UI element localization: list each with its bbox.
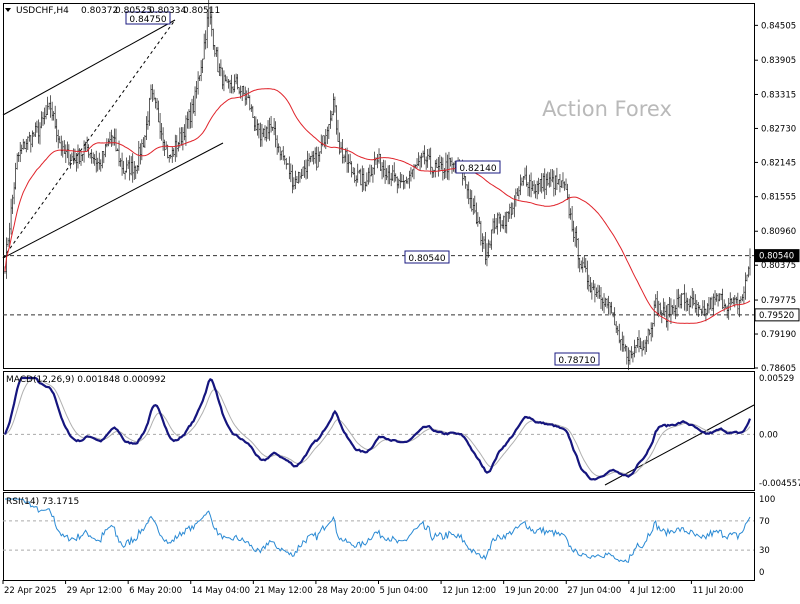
- price-tick-label: 0.78605: [761, 364, 796, 374]
- macd-label: MACD(12,26,9) 0.001848 0.000992: [6, 375, 166, 385]
- x-tick-label: 11 Jul 20:00: [692, 586, 743, 596]
- annotation-label: 0.78710: [558, 356, 595, 366]
- ohlc-open: 0.80372: [81, 6, 118, 16]
- symbol-label: USDCHF,H4: [16, 6, 69, 16]
- x-tick-label: 29 Apr 12:00: [67, 586, 122, 596]
- macd-tick-label: 0.00529: [759, 374, 794, 384]
- annotation-box: [404, 250, 450, 264]
- x-tick-label: 4 Jul 12:00: [630, 586, 676, 596]
- price-annotation: 0.82140: [455, 160, 501, 174]
- price-annotation: 0.84750: [125, 11, 171, 25]
- annotation-label: 0.80540: [408, 254, 445, 264]
- price-tick-label: 0.83905: [761, 56, 796, 66]
- x-axis: 22 Apr 2025 29 Apr 12:00 6 May 20:00 14 May…: [2, 580, 743, 596]
- gridlines: [3, 255, 754, 551]
- ohlc-low: 0.80334: [149, 6, 186, 16]
- symbol-header: USDCHF,H4 0.80372 0.80525 0.80334 0.8051…: [5, 6, 220, 16]
- x-tick-label: 28 May 20:00: [317, 586, 375, 596]
- rsi-tick-label: 0: [759, 568, 764, 578]
- price-annotation: 0.80540: [404, 250, 450, 264]
- candles: [4, 0, 751, 371]
- annotation-box: [554, 352, 600, 366]
- macd-panel: [3, 371, 755, 491]
- annotation-label: 0.82140: [459, 164, 496, 174]
- price-tick-label: 0.80960: [761, 227, 796, 237]
- macd-trend-line: [604, 404, 755, 486]
- price-tick-label: 0.83315: [761, 90, 796, 100]
- price-panel: [3, 3, 755, 369]
- macd-line: [3, 376, 752, 481]
- x-tick-label: 21 May 12:00: [254, 586, 312, 596]
- x-tick-label: 12 Jun 12:00: [442, 586, 496, 596]
- channel-upper-line: [2, 19, 176, 116]
- x-tick-label: 19 Jun 20:00: [505, 586, 559, 596]
- trend-lines: [2, 19, 755, 486]
- panel-frames: [3, 3, 755, 581]
- ohlc-close: 0.80511: [183, 6, 220, 16]
- price-tick-label: 0.79190: [761, 330, 796, 340]
- channel-mid-line: [2, 19, 176, 259]
- dropdown-triangle-icon[interactable]: [5, 8, 11, 12]
- macd-signal-line: [4, 377, 751, 477]
- watermark: Action Forex: [542, 97, 672, 121]
- x-tick-label: 22 Apr 2025: [4, 586, 57, 596]
- x-tick-label: 14 May 04:00: [192, 586, 250, 596]
- level-label-box: [754, 249, 800, 263]
- macd-tick-label: -0.004557: [759, 479, 800, 489]
- rsi-tick-label: 30: [759, 546, 770, 556]
- y-axes: 0.84505 0.83905 0.83315 0.82730 0.82145 0.815…: [754, 21, 800, 578]
- rsi-label: RSI(14) 73.1715: [6, 497, 79, 507]
- level-label-box: [754, 308, 800, 322]
- rsi-line: [5, 498, 751, 563]
- macd-tick-label: 0.00: [759, 430, 778, 440]
- channel-lower-line: [2, 142, 224, 259]
- x-tick-label: 27 Jun 04:00: [567, 586, 621, 596]
- annotation-box: [455, 160, 501, 174]
- level-label: 0.80540: [759, 252, 794, 262]
- x-tick-label: 5 Jun 04:00: [380, 586, 429, 596]
- price-annotations: 0.84750 0.82140 0.80540 0.78710: [125, 11, 600, 366]
- price-annotation: 0.78710: [554, 352, 600, 366]
- price-tick-label: 0.79775: [761, 296, 796, 306]
- price-tick-label: 0.81555: [761, 193, 796, 203]
- ohlc-high: 0.80525: [115, 6, 152, 16]
- rsi-tick-label: 70: [759, 517, 770, 527]
- price-tick-label: 0.82145: [761, 158, 796, 168]
- annotation-box: [125, 11, 171, 25]
- level-label: 0.79520: [759, 311, 794, 321]
- moving-average-line: [4, 88, 751, 324]
- price-tick-label: 0.84505: [761, 21, 796, 31]
- rsi-tick-label: 100: [759, 495, 775, 505]
- price-tick-label: 0.80375: [761, 261, 796, 271]
- annotation-label: 0.84750: [129, 15, 166, 25]
- price-tick-label: 0.82730: [761, 124, 796, 134]
- x-tick-label: 6 May 20:00: [129, 586, 182, 596]
